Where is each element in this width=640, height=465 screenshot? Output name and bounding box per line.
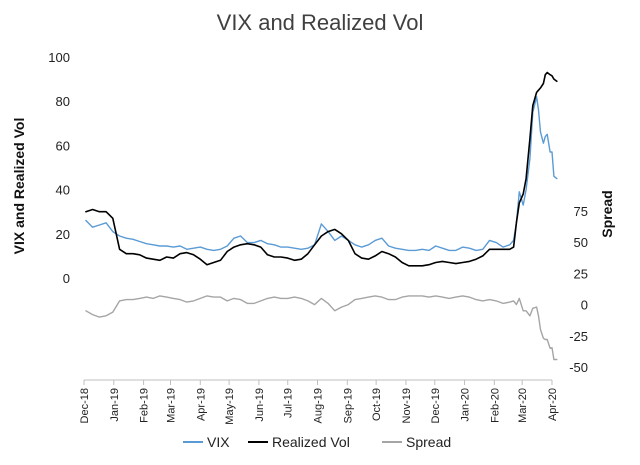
- x-tick-label: Aug-19: [313, 388, 325, 423]
- y-tick-label: 60: [56, 138, 70, 153]
- series-line-vix: [85, 96, 558, 252]
- x-tick-label: Feb-20: [489, 388, 501, 423]
- y-tick-label: 100: [48, 50, 70, 65]
- y-axis-right-ticks: -50 -25 0 25 50 75: [569, 204, 588, 375]
- y2-tick-label: 75: [574, 204, 588, 219]
- legend-label-spread: Spread: [406, 434, 451, 450]
- series-line-realized-vol: [85, 71, 558, 267]
- x-tick-label: Mar-20: [517, 388, 529, 423]
- y-tick-label: 0: [63, 271, 70, 286]
- x-tick-label: Jan-20: [460, 388, 472, 422]
- y2-tick-label: 25: [574, 266, 588, 281]
- y-tick-label: 20: [56, 227, 70, 242]
- series-group: [85, 71, 558, 361]
- x-axis-ticks: Dec-18 Jan-19 Feb-19 Mar-19 Apr-19 May-19 Jun-…: [79, 380, 559, 425]
- x-tick-label: Jul-19: [283, 388, 295, 418]
- legend: VIX Realized Vol Spread: [183, 434, 451, 450]
- x-tick-label: Sep-19: [342, 388, 354, 423]
- x-tick-label: May-19: [224, 388, 236, 425]
- x-tick-label: Jun-19: [254, 388, 266, 422]
- y2-tick-label: -25: [569, 329, 588, 344]
- x-tick-label: Nov-19: [401, 388, 413, 423]
- x-tick-label: Dec-19: [430, 388, 442, 423]
- y-tick-label: 80: [56, 94, 70, 109]
- y2-axis-title: Spread: [599, 190, 615, 237]
- x-tick-label: Jan-19: [109, 388, 121, 422]
- x-tick-label: Mar-19: [165, 388, 177, 423]
- y-axis-title: VIX and Realized Vol: [11, 118, 27, 255]
- x-tick-label: Apr-20: [547, 388, 559, 421]
- y-tick-label: 40: [56, 183, 70, 198]
- legend-label-realized-vol: Realized Vol: [272, 434, 350, 450]
- y2-tick-label: -50: [569, 360, 588, 375]
- y-axis-left-ticks: 0 20 40 60 80 100: [48, 50, 70, 286]
- x-tick-label: Apr-19: [195, 388, 207, 421]
- x-tick-label: Feb-19: [139, 388, 151, 423]
- y2-tick-label: 0: [581, 298, 588, 313]
- series-line-spread: [85, 295, 558, 361]
- x-tick-label: Dec-18: [79, 388, 91, 423]
- x-tick-label: Oct-19: [371, 388, 383, 421]
- legend-label-vix: VIX: [207, 434, 230, 450]
- chart-title: VIX and Realized Vol: [217, 10, 424, 35]
- y2-tick-label: 50: [574, 235, 588, 250]
